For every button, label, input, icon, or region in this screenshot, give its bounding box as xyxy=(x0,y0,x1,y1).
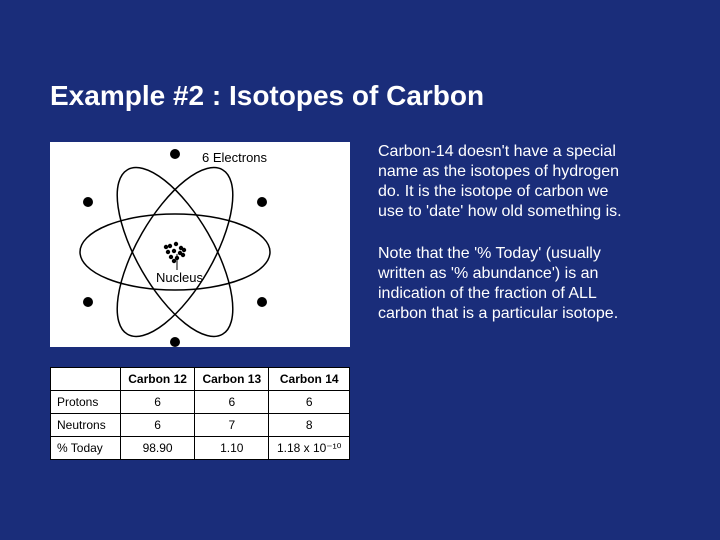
cell: 8 xyxy=(269,414,350,437)
content-row: 6 Electrons Nucleus Carbon 12 Carbon 13 … xyxy=(50,142,670,460)
nucleus-label: Nucleus xyxy=(156,270,203,285)
electrons-label: 6 Electrons xyxy=(202,150,267,165)
slide: Example #2 : Isotopes of Carbon xyxy=(0,0,720,540)
row-label: Neutrons xyxy=(51,414,121,437)
cell: 1.18 x 10⁻¹⁰ xyxy=(269,437,350,460)
atom-diagram: 6 Electrons Nucleus xyxy=(50,142,350,347)
col-c12: Carbon 12 xyxy=(121,368,195,391)
row-label: % Today xyxy=(51,437,121,460)
isotope-table: Carbon 12 Carbon 13 Carbon 14 Protons 6 … xyxy=(50,367,350,460)
cell: 6 xyxy=(269,391,350,414)
table: Carbon 12 Carbon 13 Carbon 14 Protons 6 … xyxy=(50,367,350,460)
cell: 7 xyxy=(195,414,269,437)
col-c14: Carbon 14 xyxy=(269,368,350,391)
cell: 6 xyxy=(121,414,195,437)
cell: 6 xyxy=(121,391,195,414)
atom-svg xyxy=(50,142,350,347)
table-corner xyxy=(51,368,121,391)
table-row: % Today 98.90 1.10 1.18 x 10⁻¹⁰ xyxy=(51,437,350,460)
cell: 98.90 xyxy=(121,437,195,460)
col-c13: Carbon 13 xyxy=(195,368,269,391)
left-column: 6 Electrons Nucleus Carbon 12 Carbon 13 … xyxy=(50,142,350,460)
right-column: Carbon-14 doesn't have a special name as… xyxy=(378,142,638,460)
row-label: Protons xyxy=(51,391,121,414)
cell: 1.10 xyxy=(195,437,269,460)
slide-title: Example #2 : Isotopes of Carbon xyxy=(50,80,670,112)
table-row: Protons 6 6 6 xyxy=(51,391,350,414)
cell: 6 xyxy=(195,391,269,414)
paragraph-2: Note that the '% Today' (usually written… xyxy=(378,244,638,324)
paragraph-1: Carbon-14 doesn't have a special name as… xyxy=(378,142,638,222)
table-header-row: Carbon 12 Carbon 13 Carbon 14 xyxy=(51,368,350,391)
table-row: Neutrons 6 7 8 xyxy=(51,414,350,437)
